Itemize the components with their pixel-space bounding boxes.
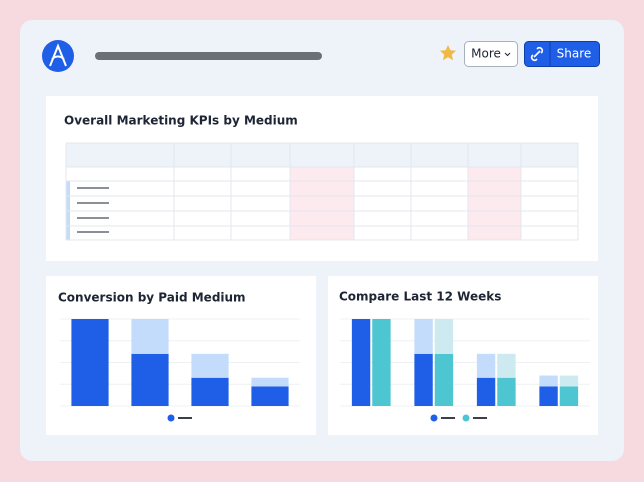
bar xyxy=(191,353,229,378)
bar xyxy=(434,319,454,354)
bar xyxy=(191,377,229,406)
share-label: Share xyxy=(557,47,592,61)
bar xyxy=(434,353,454,406)
chevron xyxy=(504,52,511,57)
table-header xyxy=(66,143,578,167)
bar xyxy=(414,319,433,354)
chart-title: Conversion by Paid Medium xyxy=(58,291,246,305)
highlight-column xyxy=(468,167,521,240)
star[interactable] xyxy=(440,45,456,61)
bar xyxy=(251,377,289,387)
bar xyxy=(559,375,579,387)
more-button[interactable] xyxy=(464,41,518,67)
kpi-table xyxy=(65,142,579,241)
bar xyxy=(476,377,496,406)
highlight-column xyxy=(290,167,354,240)
bar xyxy=(559,386,579,406)
bar xyxy=(131,319,169,354)
bar xyxy=(372,319,391,406)
bar xyxy=(71,319,109,406)
title-placeholder xyxy=(95,52,322,60)
bar xyxy=(476,353,496,378)
bar xyxy=(539,386,558,406)
chart-title: Compare Last 12 Weeks xyxy=(339,290,501,304)
bar xyxy=(497,353,516,378)
share-button[interactable] xyxy=(524,41,600,67)
more-label: More xyxy=(471,47,501,61)
legend-dot xyxy=(462,414,470,422)
legend-dot xyxy=(167,414,175,422)
legend-dot xyxy=(430,414,438,422)
bar xyxy=(351,319,371,406)
link-icon xyxy=(530,46,544,62)
bar xyxy=(414,353,433,406)
bar xyxy=(251,386,289,406)
bar xyxy=(131,353,169,406)
bar xyxy=(497,377,516,406)
bar xyxy=(539,375,558,387)
logo-mark xyxy=(49,43,67,67)
kpi-title: Overall Marketing KPIs by Medium xyxy=(64,114,298,128)
